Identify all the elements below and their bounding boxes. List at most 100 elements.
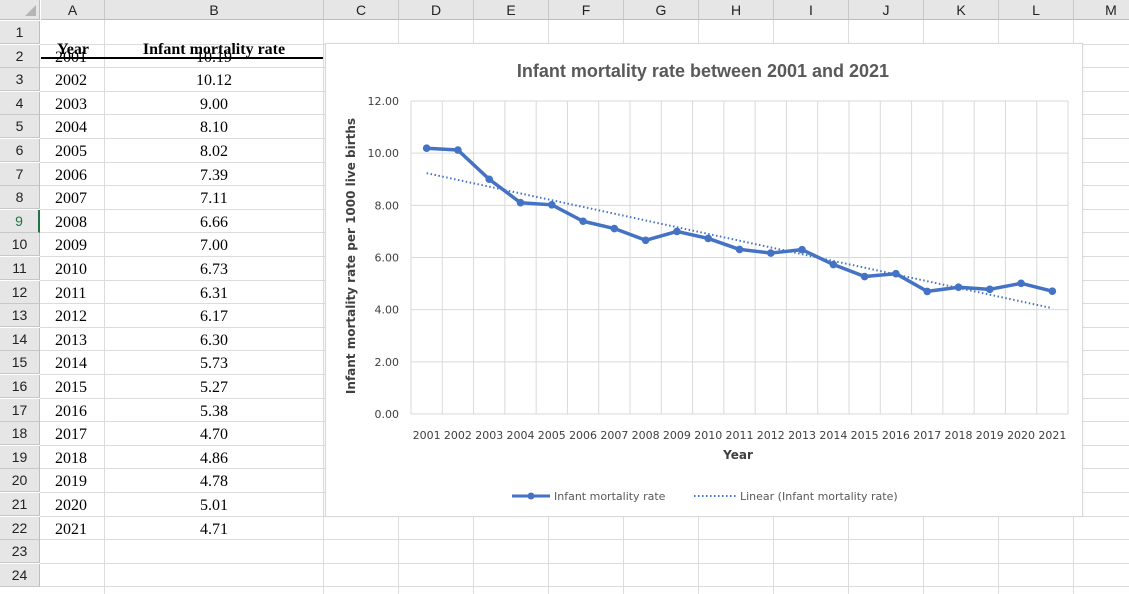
x-axis-ticks: 2001 2002 2003 2004 2005 2006 2007 2008 2009 2010… xyxy=(413,429,1067,442)
cell-year[interactable]: 2019 xyxy=(55,473,87,490)
column-header-b[interactable]: B xyxy=(105,0,324,20)
row-header-24[interactable]: 24 xyxy=(0,564,40,587)
cell-year[interactable]: 2007 xyxy=(55,190,87,207)
cell-rate[interactable]: 5.38 xyxy=(200,403,228,420)
row-header-17[interactable]: 17 xyxy=(0,399,40,422)
column-header-c[interactable]: C xyxy=(324,0,399,20)
x-tick-label: 2018 xyxy=(945,429,973,442)
column-header-d[interactable]: D xyxy=(399,0,474,20)
row-header-21[interactable]: 21 xyxy=(0,493,40,516)
cell-year[interactable]: 2021 xyxy=(55,521,87,538)
cell-rate[interactable]: 10.12 xyxy=(196,72,232,89)
x-tick-label: 2010 xyxy=(694,429,722,442)
row-header-22[interactable]: 22 xyxy=(0,517,40,540)
data-point xyxy=(454,146,462,154)
column-header-e[interactable]: E xyxy=(474,0,549,20)
cell-rate[interactable]: 6.30 xyxy=(200,332,228,349)
column-header-a[interactable]: A xyxy=(41,0,105,20)
column-header-l[interactable]: L xyxy=(999,0,1074,20)
cell-rate[interactable]: 5.01 xyxy=(200,497,228,514)
cell-year[interactable]: 2010 xyxy=(55,261,87,278)
y-tick-label: 8.00 xyxy=(375,199,400,212)
cell-rate[interactable]: 10.19 xyxy=(196,49,232,66)
cell-year[interactable]: 2006 xyxy=(55,167,87,184)
cell-year[interactable]: 2008 xyxy=(55,214,87,231)
column-header-i[interactable]: I xyxy=(774,0,849,20)
cell-year[interactable]: 2013 xyxy=(55,332,87,349)
cell-year[interactable]: 2017 xyxy=(55,426,87,443)
cell-a1-year-header[interactable]: Year xyxy=(57,41,89,58)
cell-year[interactable]: 2005 xyxy=(55,143,87,160)
y-tick-label: 10.00 xyxy=(368,147,400,160)
row-header-18[interactable]: 18 xyxy=(0,422,40,445)
row-header-12[interactable]: 12 xyxy=(0,281,40,304)
cell-year[interactable]: 2003 xyxy=(55,96,87,113)
row-header-15[interactable]: 15 xyxy=(0,351,40,374)
cell-year[interactable]: 2009 xyxy=(55,237,87,254)
row-header-9[interactable]: 9 xyxy=(0,210,40,233)
row-header-1[interactable]: 1 xyxy=(0,21,40,44)
x-tick-label: 2021 xyxy=(1038,429,1066,442)
cell-rate[interactable]: 5.27 xyxy=(200,379,228,396)
data-point xyxy=(923,287,932,296)
row-header-5[interactable]: 5 xyxy=(0,115,40,138)
cell-rate[interactable]: 9.00 xyxy=(200,96,228,113)
row-header-23[interactable]: 23 xyxy=(0,540,40,563)
cell-year[interactable]: 2011 xyxy=(55,285,87,302)
cell-rate[interactable]: 4.78 xyxy=(200,473,228,490)
row-header-19[interactable]: 19 xyxy=(0,446,40,469)
cell-year[interactable]: 2014 xyxy=(55,355,87,372)
column-header-j[interactable]: J xyxy=(849,0,924,20)
column-header-k[interactable]: K xyxy=(924,0,999,20)
row-header-13[interactable]: 13 xyxy=(0,304,40,327)
cell-year[interactable]: 2016 xyxy=(55,403,87,420)
x-tick-label: 2009 xyxy=(663,429,691,442)
row-header-6[interactable]: 6 xyxy=(0,139,40,162)
data-point xyxy=(860,272,869,281)
line-chart[interactable]: Infant mortality rate between 2001 and 2… xyxy=(325,43,1083,517)
cell-rate[interactable]: 8.10 xyxy=(200,119,228,136)
row-header-11[interactable]: 11 xyxy=(0,257,40,280)
cell-rate[interactable]: 7.11 xyxy=(200,190,228,207)
row-header-3[interactable]: 3 xyxy=(0,68,40,91)
column-header-h[interactable]: H xyxy=(699,0,774,20)
cell-rate[interactable]: 6.73 xyxy=(200,261,228,278)
row-header-20[interactable]: 20 xyxy=(0,469,40,492)
row-header-14[interactable]: 14 xyxy=(0,328,40,351)
cell-year[interactable]: 2002 xyxy=(55,72,87,89)
cell-rate[interactable]: 8.02 xyxy=(200,143,228,160)
select-all-corner[interactable] xyxy=(0,0,40,20)
cell-year[interactable]: 2001 xyxy=(55,49,87,66)
cell-b1-rate-header[interactable]: Infant mortality rate xyxy=(142,41,286,58)
cell-rate[interactable]: 4.70 xyxy=(200,426,228,443)
column-header-m[interactable]: M xyxy=(1074,0,1129,20)
cell-rate[interactable]: 6.31 xyxy=(200,285,228,302)
chart-legend: Infant mortality rate Linear (Infant mor… xyxy=(512,490,898,503)
data-point xyxy=(766,249,775,257)
cell-year[interactable]: 2004 xyxy=(55,119,87,136)
cell-year[interactable]: 2015 xyxy=(55,379,87,396)
cell-rate[interactable]: 4.86 xyxy=(200,450,228,467)
cell-rate[interactable]: 4.71 xyxy=(200,521,228,538)
cell-year[interactable]: 2018 xyxy=(55,450,87,467)
row-header-8[interactable]: 8 xyxy=(0,186,40,209)
header-bottom-border xyxy=(41,57,323,59)
cell-rate[interactable]: 5.73 xyxy=(200,355,228,372)
cell-rate[interactable]: 6.17 xyxy=(200,308,228,325)
row-header-7[interactable]: 7 xyxy=(0,163,40,186)
row-header-10[interactable]: 10 xyxy=(0,233,40,256)
row-header-16[interactable]: 16 xyxy=(0,375,40,398)
x-tick-label: 2016 xyxy=(882,429,910,442)
trendline-group xyxy=(426,172,1053,310)
cell-rate[interactable]: 6.66 xyxy=(200,214,228,231)
row-header-4[interactable]: 4 xyxy=(0,92,40,115)
cell-rate[interactable]: 7.00 xyxy=(200,237,228,254)
cell-rate[interactable]: 7.39 xyxy=(200,167,228,184)
cell-year[interactable]: 2012 xyxy=(55,308,87,325)
column-header-g[interactable]: G xyxy=(624,0,699,20)
row-header-2[interactable]: 2 xyxy=(0,45,40,68)
column-header-f[interactable]: F xyxy=(549,0,624,20)
data-point xyxy=(547,201,556,209)
cell-year[interactable]: 2020 xyxy=(55,497,87,514)
